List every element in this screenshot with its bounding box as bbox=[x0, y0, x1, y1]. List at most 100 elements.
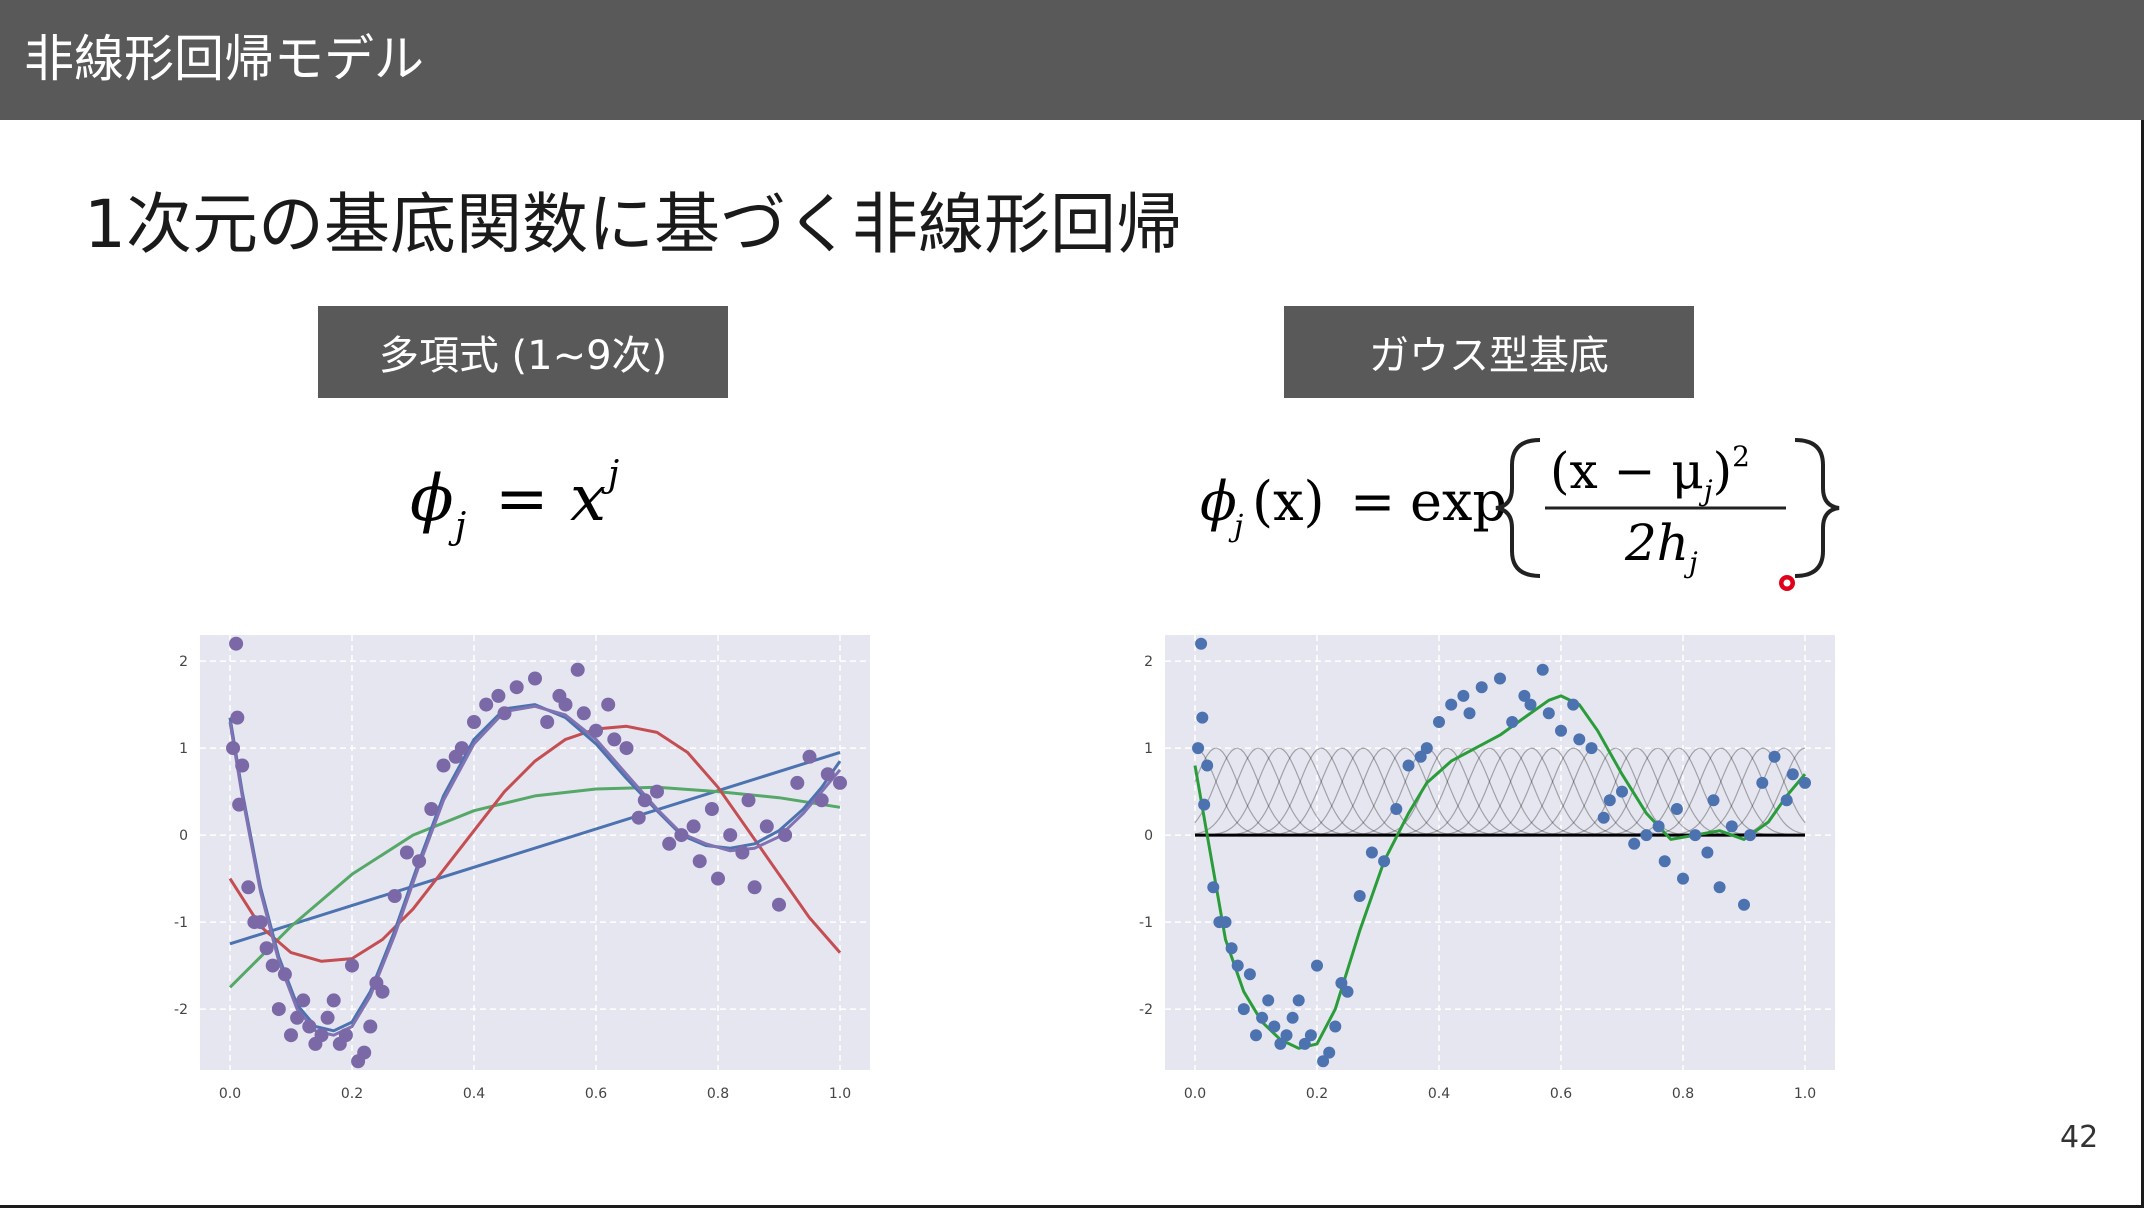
data-point bbox=[674, 828, 689, 843]
gaussian-formula: ϕ j (x) = exp (x − μj)2 2hj bbox=[1200, 438, 1840, 579]
data-point bbox=[1250, 1029, 1262, 1042]
data-point bbox=[741, 793, 756, 808]
data-point bbox=[662, 836, 677, 851]
formula-exp: exp bbox=[1410, 470, 1507, 533]
data-point bbox=[290, 1010, 305, 1025]
data-point bbox=[314, 1028, 329, 1043]
data-point bbox=[1243, 968, 1256, 981]
data-point bbox=[1756, 776, 1769, 789]
data-point bbox=[1799, 776, 1811, 789]
y-tick-label: -2 bbox=[1139, 1002, 1153, 1018]
x-tick-label: 0.6 bbox=[1550, 1086, 1572, 1102]
right-brace bbox=[1794, 438, 1840, 578]
x-tick-label: 0.2 bbox=[1306, 1086, 1328, 1102]
left-brace bbox=[1495, 438, 1541, 578]
data-point bbox=[1225, 942, 1238, 955]
y-tick-label: 2 bbox=[1144, 654, 1153, 670]
data-point bbox=[1317, 1055, 1330, 1068]
data-point bbox=[1518, 689, 1531, 702]
data-point bbox=[1713, 881, 1726, 894]
data-point bbox=[759, 819, 774, 834]
data-point bbox=[747, 880, 762, 895]
data-point bbox=[357, 1045, 372, 1060]
data-point bbox=[1603, 794, 1616, 807]
data-point bbox=[711, 871, 725, 886]
y-tick-label: 1 bbox=[1144, 741, 1153, 757]
data-point bbox=[1475, 681, 1488, 694]
polynomial-label: 多項式 (1~9次) bbox=[318, 306, 728, 398]
data-point bbox=[479, 697, 494, 712]
data-point bbox=[253, 915, 268, 930]
data-point bbox=[1463, 707, 1476, 720]
data-point bbox=[412, 854, 427, 869]
data-point bbox=[1573, 733, 1586, 746]
data-point bbox=[735, 845, 750, 860]
data-point bbox=[1536, 663, 1549, 676]
data-point bbox=[1365, 846, 1378, 859]
data-point bbox=[558, 697, 573, 712]
data-point bbox=[1420, 742, 1433, 755]
data-point bbox=[1445, 698, 1458, 711]
data-point bbox=[1616, 785, 1628, 798]
data-point bbox=[1286, 1011, 1299, 1024]
data-point bbox=[637, 793, 652, 808]
y-tick-label: -2 bbox=[174, 1002, 188, 1018]
data-point bbox=[802, 749, 817, 764]
data-point bbox=[692, 854, 707, 869]
data-point bbox=[1670, 803, 1683, 815]
data-point bbox=[1192, 742, 1205, 755]
data-point bbox=[424, 802, 439, 816]
data-point bbox=[1201, 759, 1214, 772]
formula-x: x bbox=[570, 462, 606, 536]
data-point bbox=[570, 662, 585, 677]
laser-pointer-icon bbox=[1779, 575, 1795, 591]
data-point bbox=[704, 802, 719, 816]
data-point bbox=[436, 758, 451, 773]
data-point bbox=[1628, 837, 1641, 850]
data-point bbox=[1597, 811, 1610, 824]
data-point bbox=[1378, 855, 1391, 868]
data-point bbox=[1323, 1046, 1336, 1059]
data-point bbox=[284, 1028, 298, 1043]
window-edge bbox=[0, 1205, 2144, 1208]
data-point bbox=[1353, 890, 1366, 902]
series-line bbox=[229, 750, 841, 946]
y-tick-label: -1 bbox=[1139, 915, 1153, 931]
polynomial-regression-chart: 0.0 0.2 0.4 0.6 0.8 1.0 -2 -1 0 1 2 bbox=[174, 635, 870, 1102]
polynomial-formula: ϕ j = x j bbox=[410, 454, 619, 547]
header-bar: 非線形回帰モデル bbox=[0, 0, 2144, 120]
formula-equals: = bbox=[495, 462, 549, 536]
data-point bbox=[229, 636, 244, 651]
data-point bbox=[814, 793, 829, 808]
data-point bbox=[778, 828, 793, 843]
data-point bbox=[1335, 977, 1348, 989]
data-point bbox=[277, 967, 292, 982]
data-point bbox=[1701, 846, 1714, 859]
data-point bbox=[1725, 820, 1738, 833]
window-edge bbox=[2141, 120, 2144, 1208]
data-point bbox=[1402, 759, 1415, 772]
data-point bbox=[320, 1010, 335, 1025]
data-point bbox=[241, 880, 256, 895]
data-point bbox=[363, 1019, 378, 1034]
x-tick-label: 0.8 bbox=[1672, 1086, 1694, 1102]
formula-denominator: 2hj bbox=[1624, 514, 1698, 579]
x-tick-label: 1.0 bbox=[829, 1086, 851, 1102]
data-point bbox=[1768, 750, 1781, 763]
data-point bbox=[467, 715, 481, 729]
data-point bbox=[1652, 820, 1665, 833]
data-point bbox=[1744, 829, 1757, 842]
data-point bbox=[1237, 1003, 1250, 1016]
formula-phi: ϕ bbox=[410, 462, 454, 536]
data-point bbox=[540, 715, 555, 729]
x-tick-label: 0.0 bbox=[219, 1086, 241, 1102]
data-point bbox=[1304, 1029, 1317, 1042]
data-point bbox=[1433, 716, 1445, 728]
data-point bbox=[1689, 829, 1702, 842]
data-point bbox=[619, 741, 634, 756]
data-point bbox=[230, 710, 245, 725]
data-point bbox=[387, 889, 402, 903]
data-point bbox=[1677, 872, 1689, 885]
data-point bbox=[1738, 898, 1750, 911]
page-number: 42 bbox=[2060, 1120, 2099, 1155]
